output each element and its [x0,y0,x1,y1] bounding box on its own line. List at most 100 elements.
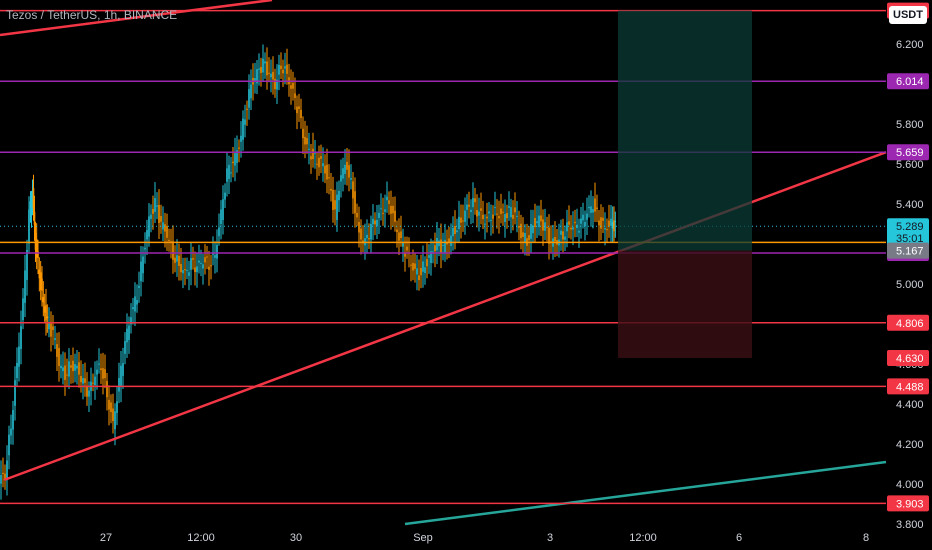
candle-body [334,200,336,210]
trendline-support [3,151,887,482]
candle-body [352,181,354,199]
candle-body [432,251,434,253]
candle-body [112,408,114,422]
candle-body [518,225,520,228]
candle-body [358,221,360,233]
candle-body [410,264,412,266]
candle-body [614,221,617,223]
candle-body [562,231,564,240]
candle-body [142,256,144,274]
candle-body [548,227,550,244]
candle-body [198,260,200,263]
time-tick-label: 8 [863,532,869,544]
time-axis[interactable]: 27 12:00 30 Sep 3 12:00 6 8 [100,532,869,544]
candle-body [216,245,218,259]
candles-layer [0,44,617,500]
candle-body [338,190,340,201]
candle-body [602,217,604,221]
candle-body [166,226,168,238]
candle-body [76,365,78,369]
candle-body [82,378,84,384]
candle-body [496,213,498,215]
level-badge-bg [887,378,929,395]
candle-body [580,218,582,224]
candle-body [2,472,4,475]
candle-body [590,206,592,213]
candle-body [228,164,230,179]
candle-body [376,219,378,227]
level-badge-bg [887,73,929,90]
target-zone [618,10,752,251]
last-price-badge-countdown: 35:01 [896,233,924,245]
candle-body [192,258,194,260]
price-tick-label: 4.400 [896,399,924,411]
candle-body [306,138,308,145]
candle-body [480,208,482,211]
candle-body [380,208,382,210]
candle-body [476,210,478,217]
candle-body [462,220,464,222]
last-price-badge-bg [887,218,929,247]
candle-body [208,266,210,270]
candle-body [610,218,612,226]
candle-body [342,168,344,179]
candle-body [66,374,68,376]
currency-badge[interactable]: USDT [889,6,927,24]
candle-body [236,150,238,163]
candle-body [186,269,188,271]
candle-body [586,213,588,220]
candle-body [256,69,258,84]
candle-body [176,255,178,262]
candle-body [386,196,388,201]
candle-body [508,206,510,208]
level-badge-bg [887,314,929,331]
candle-body [8,434,10,456]
candle-body [554,237,556,242]
candle-body [220,209,222,224]
candle-body [404,252,406,257]
candle-body [218,227,220,237]
candle-body [366,234,368,239]
candle-body [600,217,602,229]
candle-body [292,82,294,89]
candle-body [304,136,306,145]
candle-body [144,247,146,250]
candle-body [492,214,494,219]
candle-body [398,232,400,241]
candle-body [152,208,154,214]
candle-body [482,214,484,220]
candle-body [592,209,594,213]
candle-body [330,188,332,191]
symbol-title[interactable]: Tezos / TetherUS, 1h, BINANCE [6,8,178,22]
candle-body [270,73,272,78]
candle-body [374,220,376,225]
candle-body [510,207,512,218]
candle-body [308,148,310,150]
candle-body [430,251,432,263]
price-tick-label: 6.200 [896,39,924,51]
candle-body [348,165,350,178]
last-price-badge: 5.289 [896,221,924,233]
candle-body [226,168,228,182]
candle-body [268,72,270,74]
candle-body [472,198,474,208]
candle-body [224,192,226,200]
candle-body [414,263,416,269]
candle-body [466,204,468,210]
price-tick-label: 4.000 [896,479,924,491]
candle-body [118,378,120,392]
candle-body [122,363,124,376]
candle-body [242,118,244,140]
candle-body [572,227,574,230]
candle-body [86,386,88,397]
time-tick-label: 12:00 [187,532,215,544]
candle-body [52,326,54,331]
candle-body [92,382,94,384]
level-badge: 3.903 [896,498,924,510]
candle-body [546,226,548,228]
candle-body [194,267,196,273]
candle-body [606,229,608,231]
candle-body [520,223,522,239]
candle-body [310,156,312,160]
